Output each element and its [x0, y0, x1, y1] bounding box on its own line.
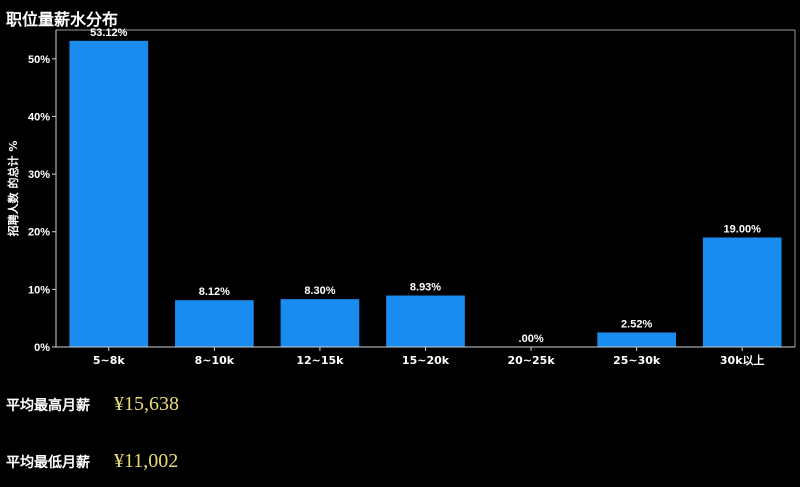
y-axis-label: 招聘人数 的总计 % — [6, 141, 20, 237]
x-tick-label: 8~10k — [195, 354, 235, 367]
x-tick-label: 25~30k — [613, 354, 661, 367]
bar-8~10k — [175, 300, 254, 347]
bar-25~30k — [597, 332, 676, 347]
chart-title: 职位量薪水分布 — [6, 10, 119, 29]
bar-15~20k — [386, 295, 465, 347]
y-tick-label: 50% — [28, 54, 50, 66]
data-label: 2.52% — [621, 318, 652, 330]
avg-min-salary-value: ¥11,002 — [114, 450, 179, 472]
y-tick-label: 10% — [28, 284, 50, 296]
avg-max-salary-label: 平均最高月薪 — [6, 398, 90, 414]
avg-max-salary-value: ¥15,638 — [114, 393, 179, 415]
avg-min-salary: 平均最低月薪 ¥11,002 — [6, 450, 178, 473]
y-tick-label: 30% — [28, 169, 50, 181]
data-label: 8.30% — [304, 285, 335, 297]
bar-12~15k — [280, 299, 360, 347]
bars: 53.12% 8.12% 8.30% 8.93% .00% 2.52% 19.00% — [69, 27, 782, 348]
y-tick-label: 20% — [28, 227, 50, 239]
y-tick-label: 0% — [34, 342, 50, 354]
data-label: 53.12% — [90, 27, 128, 39]
data-label: .00% — [519, 333, 544, 345]
x-tick-label: 20~25k — [507, 354, 555, 367]
y-axis: 0% 10% 20% 30% 40% 50% — [28, 29, 796, 354]
avg-min-salary-label: 平均最低月薪 — [6, 455, 90, 471]
bar-chart: 0% 10% 20% 30% 40% 50% 53.12% 8.12% 8.30% 8.93%.… — [6, 27, 796, 367]
x-tick-label: 5~8k — [93, 354, 126, 367]
bar-5~8k — [69, 40, 149, 348]
bar-30k以上 — [702, 237, 782, 347]
data-label: 19.00% — [724, 223, 762, 235]
x-tick-label: 12~15k — [296, 354, 344, 367]
x-tick-label: 30k以上 — [720, 353, 765, 367]
data-label: 8.12% — [199, 286, 230, 298]
avg-max-salary: 平均最高月薪 ¥15,638 — [6, 393, 179, 416]
data-label: 8.93% — [410, 282, 441, 294]
x-tick-label: 15~20k — [402, 354, 450, 367]
y-tick-label: 40% — [28, 111, 50, 123]
x-axis: 5~8k 8~10k 12~15k 15~20k 20~25k 25~30k 30k以上 — [56, 346, 795, 367]
